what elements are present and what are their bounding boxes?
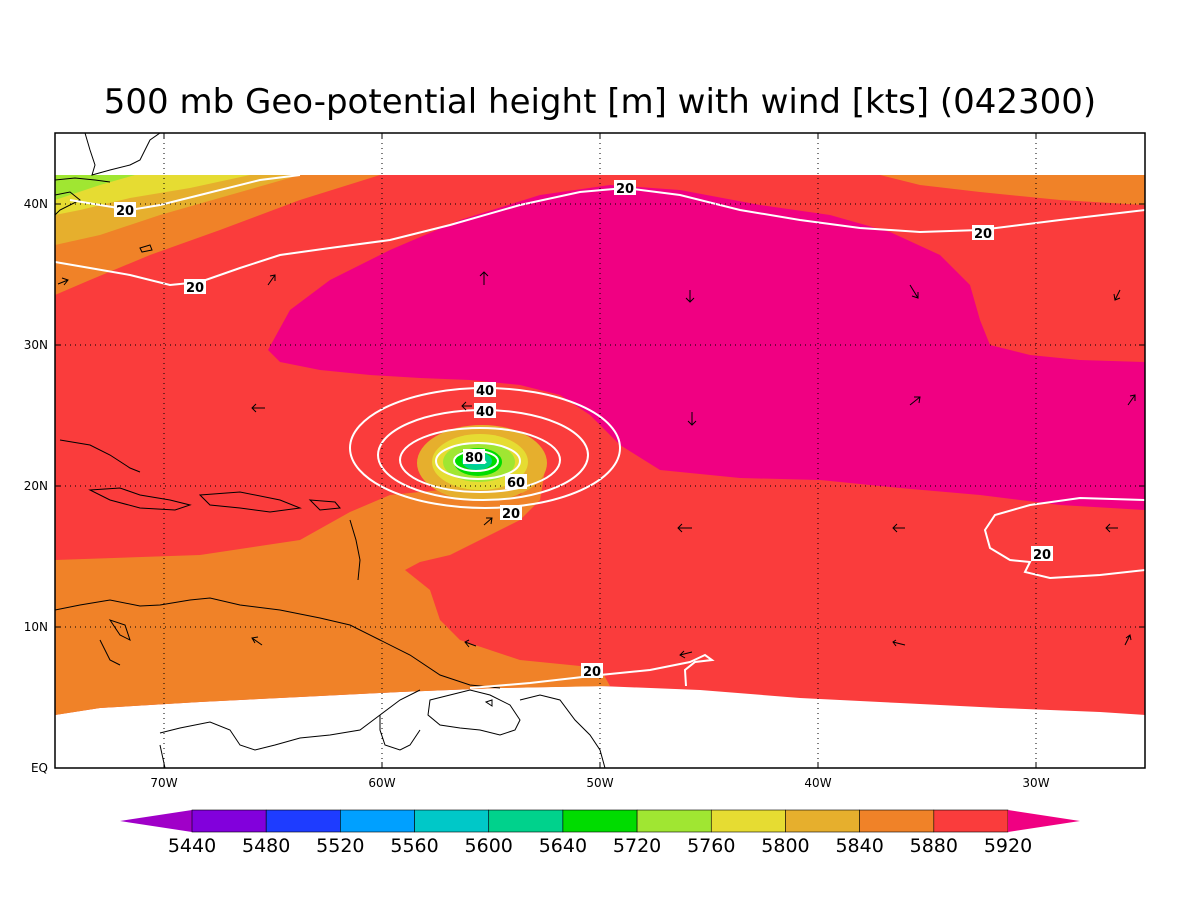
colorbar-swatch	[710, 809, 786, 833]
svg-text:20: 20	[116, 204, 134, 219]
height-band-5720	[55, 175, 135, 200]
svg-text:60: 60	[507, 476, 525, 491]
y-axis-labels: EQ 10N 20N 30N 40N	[24, 197, 48, 775]
height-band-5760	[55, 175, 250, 215]
y-tick-label: 40N	[24, 197, 48, 211]
colorbar-label: 5760	[687, 835, 735, 857]
colorbar-swatch	[191, 809, 267, 833]
wind-vectors	[57, 271, 1136, 659]
colorbar-swatch	[265, 809, 341, 833]
contour-label: 20	[500, 505, 522, 522]
colorbar-swatch	[859, 809, 935, 833]
x-tick-label: 70W	[150, 776, 177, 790]
colorbar-swatch	[636, 809, 712, 833]
x-tick-label: 40W	[804, 776, 831, 790]
contour-label: 20	[184, 279, 206, 296]
colorbar-label: 5440	[168, 835, 216, 857]
colorbar-upper-extension	[1008, 810, 1080, 832]
colorbar-label: 5880	[910, 835, 958, 857]
x-tick-label: 30W	[1022, 776, 1049, 790]
colorbar-label: 5800	[761, 835, 809, 857]
svg-text:20: 20	[186, 281, 204, 296]
x-axis-labels: 70W 60W 50W 40W 30W	[150, 776, 1049, 790]
contour-label: 20	[614, 180, 636, 197]
height-band-5920	[268, 185, 1145, 510]
colorbar-swatch	[414, 809, 490, 833]
colorbar: 5440 5480 5520 5560 5600 5640 5720 5760 5800 5840…	[120, 809, 1080, 857]
axis-ticks	[55, 133, 1145, 768]
contour-label: 20	[1031, 546, 1053, 563]
colorbar-label: 5520	[316, 835, 364, 857]
coastlines	[55, 133, 606, 768]
svg-text:40: 40	[476, 405, 494, 420]
contour-labels: 20 20 20 20 40 40 80 60	[114, 180, 1053, 680]
contour-label: 80	[463, 449, 485, 466]
colorbar-swatch	[488, 809, 564, 833]
svg-text:20: 20	[502, 507, 520, 522]
graticule	[55, 133, 1145, 768]
colorbar-label: 5840	[835, 835, 883, 857]
svg-text:20: 20	[1033, 548, 1051, 563]
svg-text:20: 20	[616, 182, 634, 197]
colorbar-swatch	[785, 809, 860, 833]
colorbar-label: 5600	[465, 835, 513, 857]
colorbar-label: 5640	[539, 835, 587, 857]
contour-label: 60	[505, 474, 527, 491]
svg-text:20: 20	[583, 665, 601, 680]
colorbar-label: 5480	[242, 835, 290, 857]
svg-text:20: 20	[974, 227, 992, 242]
y-tick-label: 30N	[24, 338, 48, 352]
svg-text:40: 40	[476, 384, 494, 399]
contour-label: 20	[581, 663, 603, 680]
x-tick-label: 50W	[586, 776, 613, 790]
map-title: 500 mb Geo-potential height [m] with win…	[104, 82, 1096, 122]
y-tick-label: 10N	[24, 620, 48, 634]
colorbar-swatch	[340, 809, 415, 833]
height-band-5840-east	[880, 175, 1145, 205]
x-tick-label: 60W	[368, 776, 395, 790]
colorbar-label: 5720	[613, 835, 661, 857]
colorbar-label: 5560	[390, 835, 438, 857]
geopotential-field	[55, 133, 1145, 768]
svg-text:80: 80	[465, 451, 483, 466]
colorbar-swatch	[562, 809, 638, 833]
contour-label: 40	[474, 382, 496, 399]
y-tick-label: EQ	[31, 761, 48, 775]
colorbar-lower-extension	[120, 810, 192, 832]
y-tick-label: 20N	[24, 479, 48, 493]
contour-label: 20	[114, 202, 136, 219]
colorbar-label: 5920	[984, 835, 1032, 857]
contour-label: 40	[474, 403, 496, 420]
contour-label: 20	[972, 225, 994, 242]
colorbar-swatch	[933, 809, 1009, 833]
height-band-5840	[55, 470, 610, 715]
